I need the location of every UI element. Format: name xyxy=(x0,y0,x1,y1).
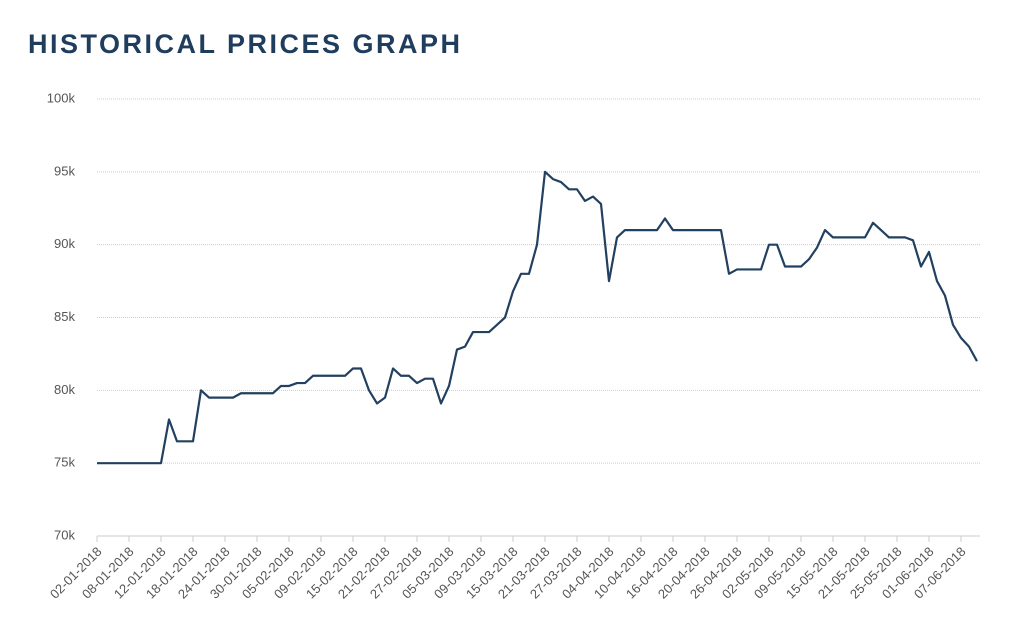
y-tick-label: 95k xyxy=(54,163,75,178)
y-tick-label: 85k xyxy=(54,309,75,324)
y-tick-label: 80k xyxy=(54,382,75,397)
y-tick-label: 75k xyxy=(54,455,75,470)
price-line xyxy=(97,170,978,465)
y-tick-label: 100k xyxy=(47,90,76,105)
y-tick-label: 90k xyxy=(54,236,75,251)
chart-title: HISTORICAL PRICES GRAPH xyxy=(28,29,463,59)
y-tick-label: 70k xyxy=(54,527,75,542)
